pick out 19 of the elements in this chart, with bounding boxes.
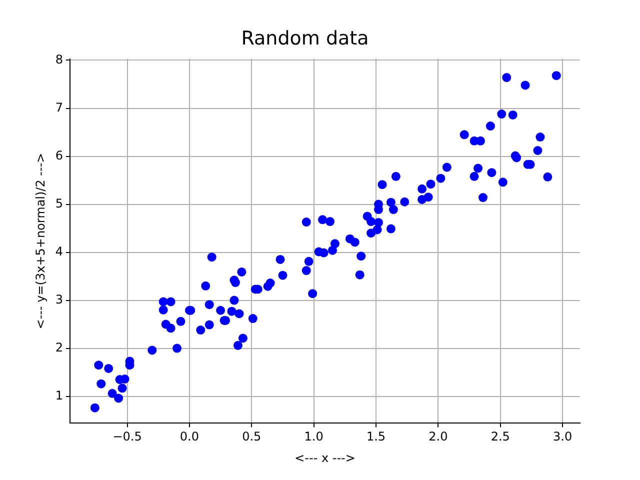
y-tick-label: 4 — [55, 244, 64, 258]
y-tick-label: 8 — [55, 52, 64, 66]
x-tick-label: 2.5 — [490, 430, 510, 444]
x-tick-label: 0.0 — [180, 430, 199, 444]
x-tick-label: 0.5 — [242, 430, 262, 444]
y-axis-title: <--- y=(3x+5+normal)/2 ---> — [33, 152, 48, 330]
y-tick-label: 6 — [55, 148, 64, 162]
y-tick-label: 1 — [55, 388, 64, 402]
x-tick-label: 1.0 — [304, 430, 324, 444]
y-tick-label: 2 — [55, 340, 64, 354]
x-tick-label: 2.0 — [428, 430, 448, 444]
x-tick-label: 3.0 — [553, 430, 572, 444]
chart-title: Random data — [241, 27, 369, 50]
y-tick-label: 3 — [55, 292, 64, 306]
x-axis-title: <--- x ---> — [294, 450, 356, 465]
x-tick-label: 1.5 — [366, 430, 386, 444]
y-tick-label: 7 — [55, 100, 64, 114]
y-tick-label: 5 — [55, 196, 64, 210]
x-tick-label: −0.5 — [112, 430, 142, 444]
